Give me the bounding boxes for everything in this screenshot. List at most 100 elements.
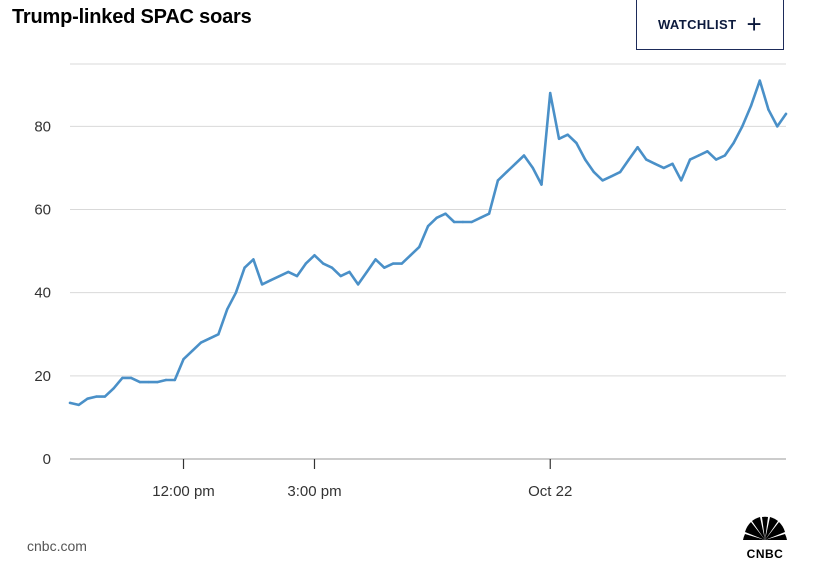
data-point — [653, 162, 657, 165]
data-point — [304, 262, 307, 265]
data-point — [287, 270, 290, 274]
data-point — [487, 212, 491, 215]
plus-icon: + — [746, 8, 763, 39]
data-point — [627, 158, 630, 161]
data-point — [103, 395, 107, 398]
data-point — [470, 220, 473, 224]
data-point — [662, 166, 665, 170]
data-point — [557, 137, 561, 140]
data-point — [260, 283, 264, 286]
data-point — [234, 291, 238, 294]
data-point — [226, 308, 229, 311]
data-point — [330, 266, 334, 269]
data-point — [758, 79, 761, 82]
watchlist-label: WATCHLIST — [657, 17, 737, 32]
x-tick-label: Oct 22 — [528, 483, 572, 500]
data-point — [732, 141, 735, 145]
cnbc-peacock-icon: CNBC — [743, 516, 787, 560]
data-point — [129, 376, 133, 380]
data-point — [173, 378, 176, 382]
data-point — [680, 179, 683, 182]
data-point — [496, 179, 500, 182]
data-point — [784, 112, 788, 116]
data-point — [435, 216, 438, 219]
x-tick-label: 3:00 pm — [287, 483, 341, 500]
data-point — [688, 158, 692, 161]
y-tick-label: 60 — [34, 202, 51, 219]
cnbc-logo-text: CNBC — [747, 547, 784, 560]
data-point — [374, 258, 377, 261]
data-point — [138, 380, 142, 384]
data-point — [191, 349, 194, 353]
data-point — [453, 220, 456, 224]
data-point — [618, 170, 622, 174]
data-point — [601, 179, 604, 182]
data-point — [400, 262, 403, 265]
y-tick-label: 80 — [34, 118, 51, 135]
y-tick-label: 20 — [34, 368, 51, 385]
x-tick-label: 12:00 pm — [152, 483, 215, 500]
data-point — [217, 333, 220, 336]
data-point — [671, 162, 674, 165]
data-point — [295, 274, 299, 278]
data-point — [365, 270, 369, 274]
data-point — [252, 258, 255, 261]
data-point — [86, 397, 89, 400]
data-point — [584, 158, 587, 161]
data-point — [339, 274, 342, 278]
data-point — [505, 170, 508, 174]
data-point — [147, 380, 150, 384]
data-point — [540, 183, 543, 186]
data-point — [479, 216, 482, 219]
data-point — [356, 283, 360, 286]
watchlist-button[interactable]: WATCHLIST + — [636, 0, 784, 50]
data-point — [243, 266, 246, 269]
data-point — [575, 141, 578, 145]
data-point — [418, 245, 421, 249]
data-point — [409, 254, 412, 257]
data-point — [208, 337, 211, 340]
data-point — [383, 266, 386, 269]
data-point — [749, 104, 753, 107]
data-point — [714, 158, 718, 161]
data-point — [697, 154, 700, 157]
data-point — [348, 270, 351, 274]
data-point — [121, 376, 124, 380]
data-point — [182, 358, 185, 361]
data-point — [522, 154, 526, 157]
data-point — [610, 175, 613, 178]
data-point — [278, 274, 281, 278]
data-point — [767, 108, 770, 111]
data-point — [95, 395, 98, 398]
data-point — [112, 387, 115, 390]
data-point — [645, 158, 648, 161]
source-credit: cnbc.com — [27, 538, 87, 554]
y-tick-label: 0 — [43, 451, 51, 468]
y-tick-label: 40 — [34, 285, 51, 302]
data-point — [776, 125, 779, 128]
data-point — [199, 341, 203, 344]
data-point — [68, 401, 72, 405]
data-point — [723, 154, 727, 157]
data-point — [426, 225, 430, 228]
data-point — [164, 378, 168, 382]
data-point — [313, 254, 316, 257]
data-point — [156, 380, 159, 384]
data-point — [269, 279, 272, 282]
series-line — [68, 79, 788, 407]
data-point — [706, 150, 709, 153]
data-point — [461, 220, 465, 224]
data-point — [444, 212, 447, 215]
data-point — [322, 262, 325, 265]
data-point — [514, 162, 517, 165]
data-point — [549, 91, 552, 95]
data-point — [592, 170, 596, 174]
data-point — [531, 166, 534, 170]
data-point — [741, 125, 744, 128]
data-point — [391, 262, 395, 265]
chart-title: Trump-linked SPAC soars — [12, 6, 252, 28]
data-point — [636, 146, 639, 149]
data-point — [77, 403, 80, 407]
data-point — [566, 133, 569, 136]
